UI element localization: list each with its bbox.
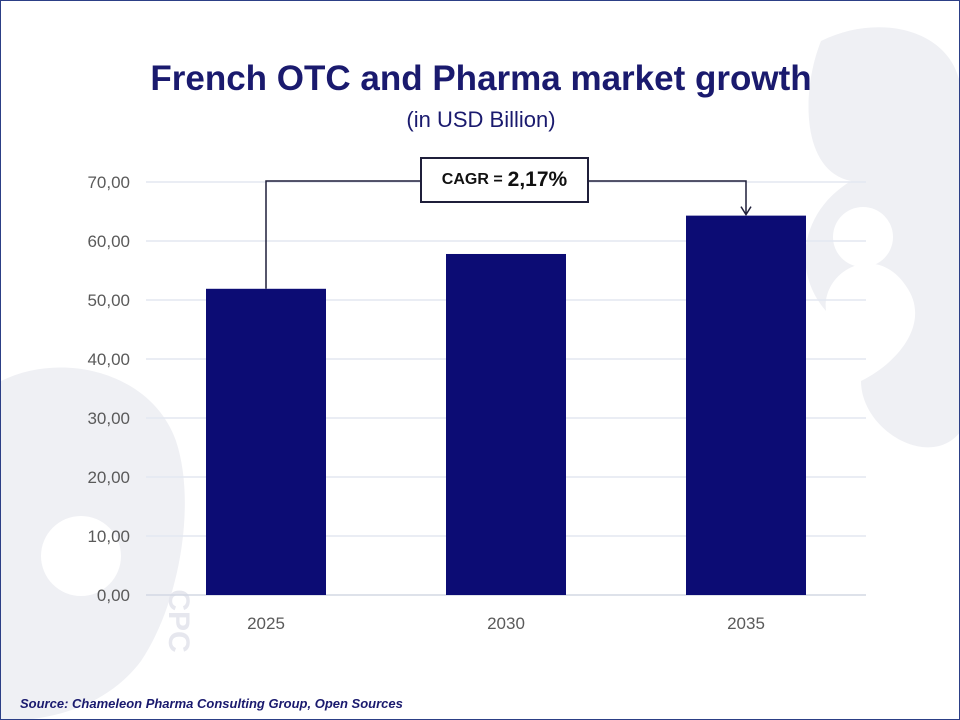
y-tick-label: 30,00 [87, 409, 130, 428]
x-tick-label: 2025 [247, 614, 285, 633]
cagr-arrow-head [740, 206, 752, 217]
y-tick-label: 60,00 [87, 232, 130, 251]
source-note: Source: Chameleon Pharma Consulting Grou… [20, 696, 403, 711]
cagr-connector-left [265, 180, 421, 289]
y-tick-label: 50,00 [87, 291, 130, 310]
x-tick-label: 2035 [727, 614, 765, 633]
cagr-annotation-box: CAGR = 2,17% [420, 157, 589, 203]
cagr-value: 2,17% [507, 168, 568, 191]
bar [446, 253, 566, 596]
cagr-label: CAGR = [441, 171, 503, 188]
bar [206, 288, 326, 595]
bar [686, 215, 806, 595]
watermark-text: CPC [162, 589, 195, 652]
y-tick-label: 0,00 [97, 586, 130, 605]
chart-subtitle: (in USD Billion) [406, 107, 556, 132]
cagr-connector-right [588, 180, 747, 214]
chart-title: French OTC and Pharma market growth [150, 59, 812, 98]
y-tick-label: 70,00 [87, 173, 130, 192]
x-tick-label: 2030 [487, 614, 525, 633]
y-tick-label: 10,00 [87, 527, 130, 546]
y-tick-label: 40,00 [87, 350, 130, 369]
y-tick-label: 20,00 [87, 468, 130, 487]
